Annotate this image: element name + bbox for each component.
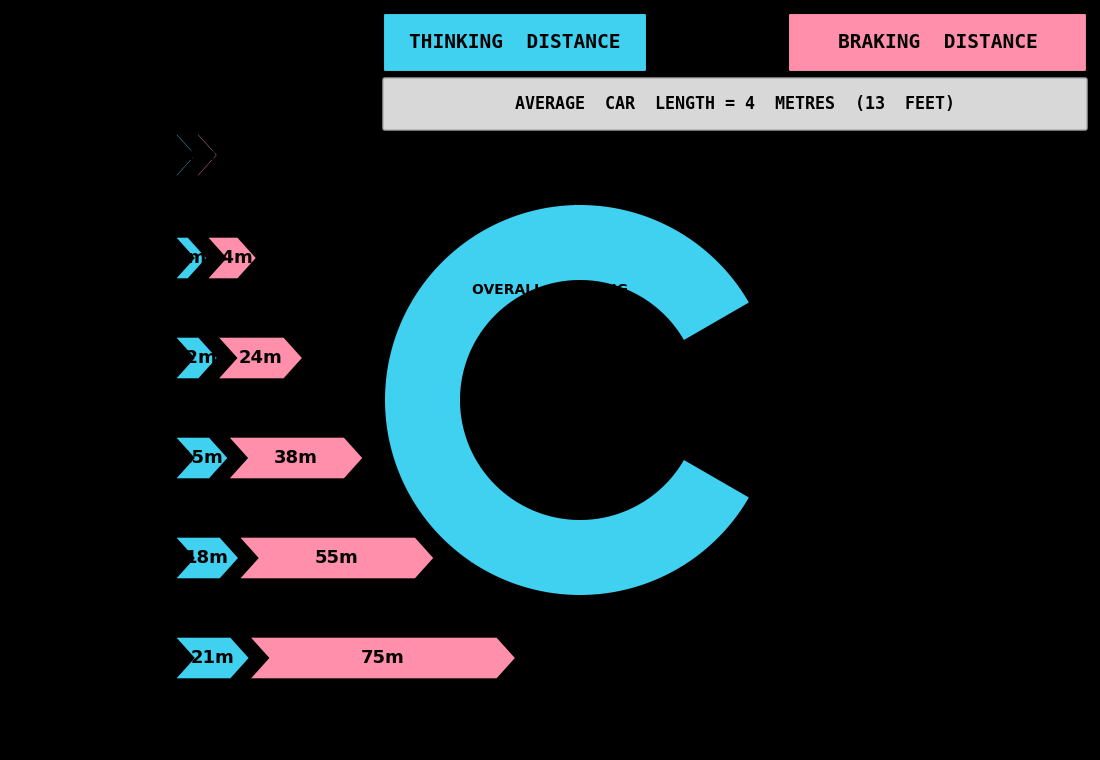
FancyBboxPatch shape: [383, 78, 1087, 130]
Polygon shape: [560, 204, 620, 263]
Polygon shape: [175, 134, 196, 176]
Text: 21m: 21m: [190, 649, 234, 667]
Polygon shape: [218, 337, 302, 379]
Text: 9m: 9m: [175, 249, 207, 267]
Polygon shape: [196, 134, 218, 176]
Polygon shape: [239, 537, 434, 579]
Polygon shape: [175, 537, 239, 579]
Polygon shape: [207, 237, 256, 279]
Text: FEET): FEET): [528, 403, 572, 417]
Text: THINKING  DISTANCE: THINKING DISTANCE: [409, 33, 620, 52]
Polygon shape: [460, 502, 518, 563]
Text: 18m: 18m: [185, 549, 229, 567]
Polygon shape: [175, 337, 218, 379]
Polygon shape: [229, 437, 363, 479]
Text: 75m: 75m: [361, 649, 405, 667]
Polygon shape: [175, 437, 229, 479]
Text: 24m: 24m: [239, 349, 282, 367]
Polygon shape: [250, 637, 516, 679]
FancyBboxPatch shape: [383, 13, 647, 72]
Text: AVERAGE  CAR  LENGTH = 4  METRES  (13  FEET): AVERAGE CAR LENGTH = 4 METRES (13 FEET): [515, 95, 955, 113]
Text: 6m: 6m: [191, 146, 222, 164]
Text: OVERALL STOPPING: OVERALL STOPPING: [472, 283, 628, 297]
Text: 23 METRES: 23 METRES: [502, 343, 598, 357]
Text: 38m: 38m: [274, 449, 318, 467]
Text: 55m: 55m: [315, 549, 359, 567]
Text: 14m: 14m: [210, 249, 254, 267]
Text: SIX CAR LENGTHS: SIX CAR LENGTHS: [480, 438, 620, 452]
Polygon shape: [175, 237, 207, 279]
Text: (SEVENTY-SIX: (SEVENTY-SIX: [496, 373, 604, 387]
Polygon shape: [175, 637, 250, 679]
Text: 6m: 6m: [170, 146, 201, 164]
Text: LENGTH: LENGTH: [519, 308, 581, 322]
FancyBboxPatch shape: [788, 13, 1087, 72]
Text: 15m: 15m: [179, 449, 223, 467]
Text: BRAKING  DISTANCE: BRAKING DISTANCE: [837, 33, 1037, 52]
Polygon shape: [385, 205, 749, 595]
Text: 12m: 12m: [175, 349, 218, 367]
